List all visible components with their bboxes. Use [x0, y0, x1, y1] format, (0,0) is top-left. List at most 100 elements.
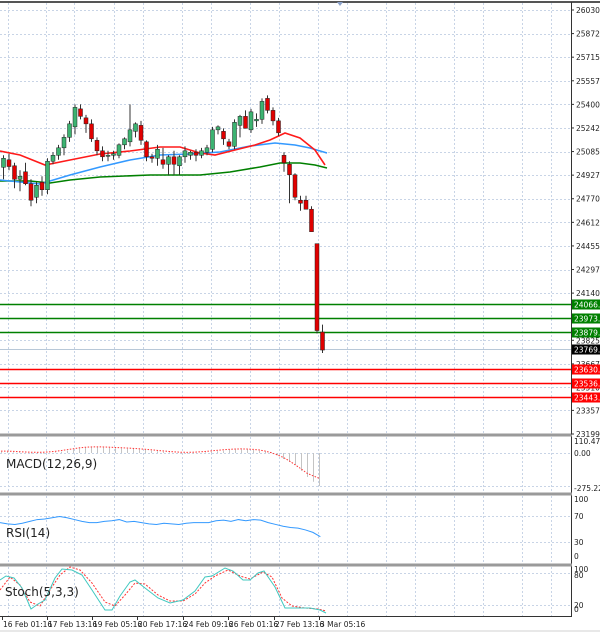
macd-signal-line [0, 446, 320, 479]
indicator-tick-label: 0 [574, 605, 579, 614]
candle [1, 158, 6, 168]
indicator-tick-label: -275.22 [574, 484, 600, 493]
candle [276, 120, 281, 134]
candle [149, 156, 155, 159]
candle [248, 111, 254, 131]
panel-frames [0, 1, 600, 617]
price-tick-label: 23357.0 [576, 406, 600, 415]
candle [94, 140, 100, 152]
price-tick-label: 24770.0 [576, 195, 600, 204]
candle [83, 117, 89, 125]
candle [78, 108, 83, 117]
candle [127, 129, 133, 143]
candle [270, 110, 276, 122]
indicator-tick-label: 80 [574, 571, 584, 580]
candle [215, 126, 221, 131]
candle [243, 116, 248, 129]
candle [28, 183, 34, 201]
level-badge: 23630.3 [574, 366, 600, 375]
price-panel[interactable] [0, 95, 571, 399]
macd-panel[interactable] [0, 446, 320, 486]
candle [116, 144, 122, 156]
candle [265, 98, 270, 111]
time-tick-label: 24 Feb 09:16 [184, 620, 233, 629]
candle [237, 116, 243, 126]
horizontal-levels [0, 303, 571, 399]
time-tick-label: 19 Feb 05:16 [93, 620, 142, 629]
time-tick-label: 3 Mar 05:16 [320, 620, 366, 629]
candle [210, 129, 215, 150]
price-tick-label: 23667.5 [576, 360, 600, 369]
ma-green-line [0, 162, 328, 184]
candle [89, 123, 94, 140]
time-tick-label: 16 Feb 01:16 [3, 620, 52, 629]
candle [17, 176, 23, 180]
candle [39, 182, 45, 191]
time-tick-label: 26 Feb 01:16 [229, 620, 278, 629]
candle [303, 199, 309, 210]
ma-blue-line [0, 142, 328, 185]
candle [105, 155, 111, 157]
price-tick-label: 24140.0 [576, 289, 600, 298]
candle [232, 122, 237, 147]
candle [188, 152, 193, 156]
candle [34, 185, 39, 198]
candle [320, 331, 325, 351]
candle [221, 131, 226, 140]
candle [259, 101, 265, 120]
candle [100, 150, 105, 158]
candle [133, 123, 138, 132]
candle [144, 141, 149, 158]
candle [281, 155, 287, 164]
level-badge: 23879.7 [574, 329, 600, 338]
indicator-axes: 110.470.00-275.221007030010080200 [574, 437, 600, 614]
candle [160, 159, 166, 165]
price-tick-label: 23199.5 [576, 430, 600, 439]
candle [6, 159, 12, 167]
candle [12, 165, 17, 180]
price-tick-label: 25400.0 [576, 100, 600, 109]
stoch-k-line [0, 567, 327, 614]
stoch-panel[interactable] [0, 566, 327, 614]
time-tick-label: 17 Feb 13:16 [48, 620, 97, 629]
indicator-tick-label: 30 [574, 538, 584, 547]
candlesticks [1, 95, 325, 354]
candle [309, 208, 314, 232]
rsi-line [0, 516, 321, 538]
level-badges: 24066.8 23973.3 23879.7 23769.5 23630.3 23536… [572, 299, 600, 403]
candle [204, 147, 210, 153]
candle [182, 150, 188, 158]
candle [226, 141, 232, 147]
price-tick-label: 24297.5 [576, 266, 600, 275]
chart-shift-marker-icon[interactable] [337, 2, 343, 6]
price-tick-label: 25085.0 [576, 148, 600, 157]
rsi-panel[interactable] [0, 516, 321, 538]
price-tick-label: 25872.5 [576, 30, 600, 39]
indicator-tick-label: 110.47 [574, 437, 600, 446]
candle [166, 156, 171, 165]
stoch-label: Stoch(5,3,3) [5, 585, 79, 599]
price-tick-label: 26030.0 [576, 6, 600, 15]
price-tick-label: 25715.0 [576, 53, 600, 62]
price-tick-label: 24455.0 [576, 242, 600, 251]
time-tick-label: 20 Feb 17:16 [138, 620, 187, 629]
indicator-tick-label: 20 [574, 601, 584, 610]
rsi-label: RSI(14) [6, 526, 50, 540]
price-tick-label: 24612.5 [576, 218, 600, 227]
indicator-tick-label: 100 [574, 565, 589, 574]
bottom-border [0, 630, 600, 632]
indicator-tick-label: 0.00 [574, 449, 591, 458]
level-badge: 24066.8 [574, 301, 600, 310]
price-tick-label: 25242.5 [576, 124, 600, 133]
candle [254, 119, 259, 122]
candle [72, 107, 78, 128]
indicator-tick-label: 70 [574, 512, 584, 521]
candle [138, 125, 144, 141]
candle [171, 156, 177, 165]
candle [314, 243, 320, 331]
level-badge: 23443.2 [574, 394, 600, 403]
candle [292, 174, 298, 198]
level-badge: 23536.7 [574, 380, 600, 389]
